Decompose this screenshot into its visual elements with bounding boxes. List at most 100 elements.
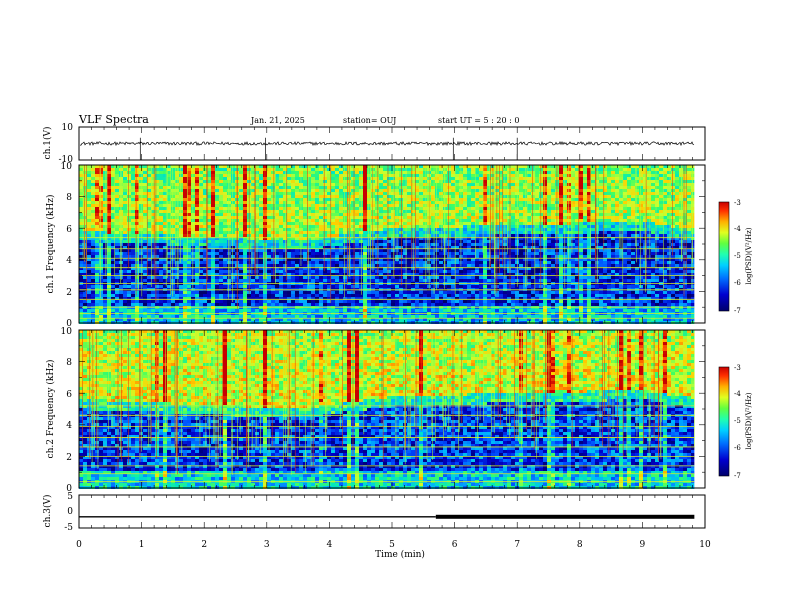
spectrogram-cell (167, 192, 171, 195)
spectrogram-cell (107, 231, 111, 234)
spectrogram-cell (195, 222, 199, 225)
spectrogram-cell (103, 231, 107, 234)
spectrogram-cell (99, 180, 103, 183)
spectrogram-cell (307, 210, 311, 213)
spectrogram-cell (291, 237, 295, 240)
spectrogram-cell (179, 198, 183, 201)
spectrogram-cell (259, 180, 263, 183)
spectrogram-cell (159, 315, 163, 318)
spectrogram-cell (375, 291, 379, 294)
spectrogram-cell (207, 207, 211, 210)
spectrogram-cell (363, 264, 367, 267)
spectrogram-cell (415, 240, 419, 243)
spectrogram-cell (423, 171, 427, 174)
spectrogram-cell (419, 168, 423, 171)
spectrogram-cell (163, 180, 167, 183)
spectrogram-cell (123, 243, 127, 246)
spectrogram-cell (79, 237, 83, 240)
spectrogram-cell (415, 303, 419, 306)
spectrogram-cell (131, 168, 135, 171)
spectrogram-cell (195, 207, 199, 210)
spectrogram-cell (243, 246, 247, 249)
spectrogram-cell (107, 315, 111, 318)
spectrogram-cell (291, 276, 295, 279)
spectrogram-cell (259, 183, 263, 186)
spectrogram-cell (95, 189, 99, 192)
spectrogram-cell (195, 237, 199, 240)
spectrogram-cell (291, 279, 295, 282)
spectrogram-cell (339, 279, 343, 282)
spectrogram-cell (223, 276, 227, 279)
spectrogram-cell (271, 189, 275, 192)
spectrogram-cell (147, 240, 151, 243)
spectrogram-cell (331, 204, 335, 207)
spectrogram-cell (155, 318, 159, 321)
spectrogram-cell (315, 297, 319, 300)
spectrogram-cell (315, 294, 319, 297)
spectrogram-cell (275, 165, 279, 168)
spectrogram-cell (119, 168, 123, 171)
spectrogram-cell (227, 294, 231, 297)
spectrogram-cell (159, 237, 163, 240)
spectrogram-cell (323, 180, 327, 183)
spectrogram-cell (283, 204, 287, 207)
spectrogram-cell (439, 225, 443, 228)
spectrogram-cell (287, 279, 291, 282)
spectrogram-cell (319, 219, 323, 222)
spectrogram-cell (123, 180, 127, 183)
spectrogram-cell (339, 267, 343, 270)
spectrogram-cell (379, 237, 383, 240)
spectrogram-cell (419, 228, 423, 231)
spectrogram-cell (403, 195, 407, 198)
spectrogram-cell (99, 300, 103, 303)
spectrogram-cell (227, 297, 231, 300)
spectrogram-cell (135, 240, 139, 243)
spectrogram-cell (399, 180, 403, 183)
spectrogram-cell (419, 195, 423, 198)
spectrogram-cell (187, 291, 191, 294)
spectrogram-cell (251, 261, 255, 264)
spectrogram-cell (283, 225, 287, 228)
spectrogram-cell (431, 186, 435, 189)
spectrogram-cell (407, 216, 411, 219)
spectrogram-cell (419, 198, 423, 201)
spectrogram-cell (203, 210, 207, 213)
spectrogram-cell (379, 165, 383, 168)
spectrogram-cell (111, 237, 115, 240)
spectrogram-cell (103, 213, 107, 216)
spectrogram-cell (283, 246, 287, 249)
spectrogram-cell (407, 285, 411, 288)
spectrogram-cell (99, 213, 103, 216)
spectrogram-cell (107, 234, 111, 237)
spectrogram-cell (227, 219, 231, 222)
spectrogram-cell (435, 234, 439, 237)
spectrogram-cell (223, 198, 227, 201)
spectrogram-cell (387, 249, 391, 252)
spectrogram-cell (367, 192, 371, 195)
spectrogram-cell (431, 180, 435, 183)
spectrogram-cell (287, 234, 291, 237)
spectrogram-cell (407, 258, 411, 261)
spectrogram-cell (151, 249, 155, 252)
spectrogram-cell (171, 225, 175, 228)
spectrogram-cell (439, 228, 443, 231)
spectrogram-cell (183, 243, 187, 246)
spectrogram-cell (215, 183, 219, 186)
spectrogram-cell (111, 165, 115, 168)
spectrogram-cell (275, 219, 279, 222)
spectrogram-cell (367, 285, 371, 288)
spectrogram-cell (431, 228, 435, 231)
spectrogram-cell (87, 225, 91, 228)
spectrogram-cell (419, 252, 423, 255)
spectrogram-cell (211, 228, 215, 231)
spectrogram-cell (363, 189, 367, 192)
spectrogram-cell (95, 207, 99, 210)
spectrogram-cell (259, 189, 263, 192)
spectrogram-cell (219, 276, 223, 279)
spectrogram-cell (391, 315, 395, 318)
spectrogram-cell (391, 291, 395, 294)
spectrogram-cell (115, 315, 119, 318)
spectrogram-cell (403, 183, 407, 186)
spectrogram-cell (323, 207, 327, 210)
spectrogram-cell (367, 174, 371, 177)
